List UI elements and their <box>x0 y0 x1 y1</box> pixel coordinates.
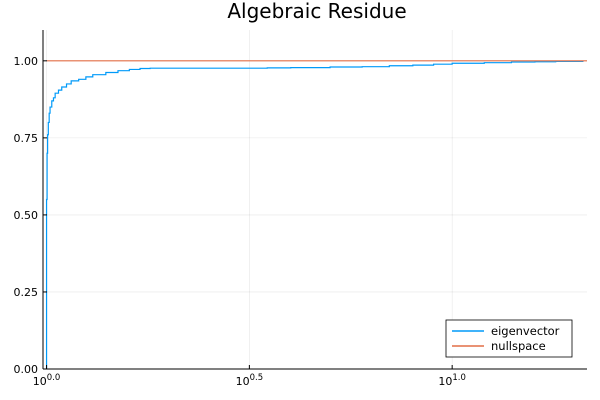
series-layer <box>45 60 587 369</box>
y-tick-label: 0.50 <box>14 209 39 222</box>
axes <box>42 30 587 370</box>
legend-label-eigenvector: eigenvector <box>491 324 560 338</box>
tick-labels: 100.0 100.5 101.0 0.00 0.25 0.50 0.75 1.00 <box>14 55 466 388</box>
y-tick-label: 0.00 <box>14 363 39 376</box>
legend-box <box>445 319 573 358</box>
legend-label-nullspace: nullspace <box>491 339 546 353</box>
chart-title: Algebraic Residue <box>227 0 406 23</box>
series-line-eigenvector <box>45 60 584 369</box>
x-tick-label: 101.0 <box>438 373 466 388</box>
x-tick-label: 100.5 <box>236 373 264 388</box>
y-tick-label: 1.00 <box>14 55 39 68</box>
y-tick-label: 0.75 <box>14 132 39 145</box>
x-tick-label: 100.0 <box>33 373 61 388</box>
y-tick-label: 0.25 <box>14 286 39 299</box>
